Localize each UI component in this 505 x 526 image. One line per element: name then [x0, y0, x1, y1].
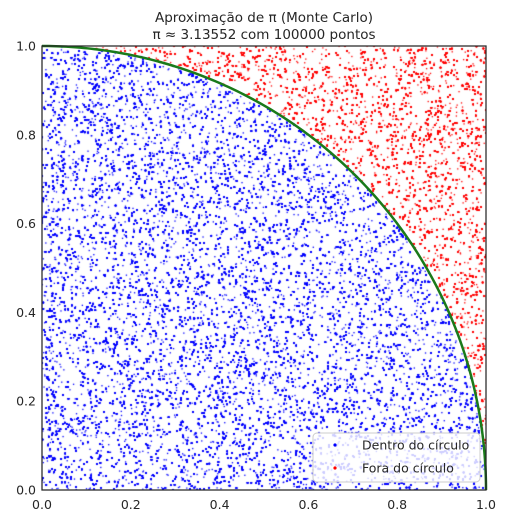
x-axis: 0.0 0.2 0.4 0.6 0.8 1.0 [32, 497, 496, 512]
legend-marker-inside [333, 443, 337, 447]
legend-box [312, 432, 481, 483]
x-tick-label: 0.6 [298, 497, 318, 512]
y-tick-label: 0.8 [16, 127, 36, 142]
y-tick-label: 0.0 [16, 483, 36, 498]
legend: Dentro do círculo Fora do círculo [312, 432, 481, 483]
plot-frame [41, 45, 487, 491]
y-tick-label: 0.4 [16, 305, 36, 320]
legend-label-outside: Fora do círculo [362, 461, 454, 476]
legend-label-inside: Dentro do círculo [362, 438, 469, 453]
legend-marker-outside [333, 466, 337, 470]
y-axis: 0.0 0.2 0.4 0.6 0.8 1.0 [16, 39, 36, 498]
scatter-points [42, 46, 486, 490]
chart-title: Aproximação de π (Monte Carlo) [155, 10, 373, 26]
chart-subtitle: π ≈ 3.13552 com 100000 pontos [152, 27, 375, 43]
x-tick-label: 0.0 [32, 497, 52, 512]
x-tick-label: 0.4 [210, 497, 230, 512]
x-tick-label: 0.8 [387, 497, 407, 512]
circle-boundary-line [41, 44, 488, 491]
x-tick-label: 1.0 [476, 497, 496, 512]
plot-area [41, 44, 488, 491]
y-tick-label: 0.6 [16, 216, 36, 231]
x-tick-label: 0.2 [121, 497, 141, 512]
y-tick-label: 1.0 [16, 39, 36, 54]
y-tick-label: 0.2 [16, 394, 36, 409]
